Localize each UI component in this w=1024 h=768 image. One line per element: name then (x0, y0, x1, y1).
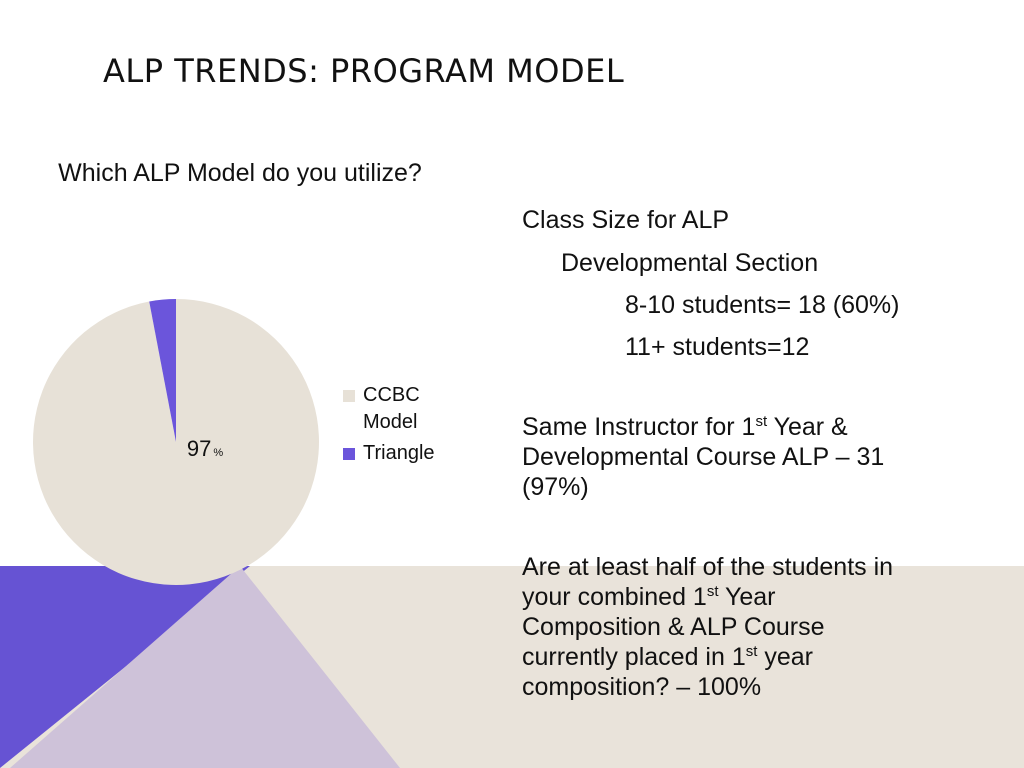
legend-label-ccbc: CCBC Model (363, 384, 420, 433)
slide-title: ALP TRENDS: PROGRAM MODEL (103, 52, 625, 90)
same-instructor-text-b: Year & (767, 413, 848, 441)
half-students-text-2b: Year (718, 583, 776, 611)
legend-label-triangle: Triangle (363, 442, 435, 464)
pie-slice-triangle (149, 299, 176, 442)
half-students-text-4a: currently placed in 1 (522, 643, 746, 671)
legend-item-triangle: Triangle (343, 440, 463, 467)
same-instructor-line-2: Developmental Course ALP – 31 (522, 442, 992, 472)
same-instructor-text-c: Developmental Course ALP (522, 443, 829, 471)
half-students-block: Are at least half of the students in you… (522, 552, 992, 702)
pie-slice-ccbc-model (33, 299, 320, 585)
chart-legend: CCBC Model Triangle (343, 382, 463, 471)
pie-data-label: 97% (187, 436, 223, 461)
legend-swatch-ccbc (343, 390, 355, 402)
same-instructor-sup: st (755, 413, 768, 430)
legend-item-ccbc: CCBC Model (343, 382, 463, 436)
legend-swatch-triangle (343, 448, 355, 460)
half-students-line-1: Are at least half of the students in (522, 553, 894, 581)
half-students-value: – 100% (669, 673, 762, 701)
class-size-line-2: 11+ students=12 (625, 333, 810, 361)
half-students-sup-1: st (706, 583, 719, 600)
half-students-line-3: Composition & ALP Course (522, 613, 825, 641)
half-students-line-5: composition? – 100% (522, 672, 992, 702)
same-instructor-value: – 31 (828, 443, 885, 471)
pie-data-label-unit: % (213, 447, 223, 459)
chart-title: Which ALP Model do you utilize? (58, 159, 422, 187)
same-instructor-block: Same Instructor for 1st Year & Developme… (522, 412, 992, 502)
same-instructor-line-1: Same Instructor for 1st Year & (522, 412, 992, 442)
half-students-sup-2: st (745, 643, 758, 660)
stats-text: Class Size for ALP Developmental Section… (522, 205, 992, 702)
class-size-heading: Class Size for ALP (522, 206, 730, 234)
pie-data-label-value: 97 (187, 436, 211, 461)
same-instructor-text-a: Same Instructor for 1 (522, 413, 756, 441)
class-size-subheading: Developmental Section (561, 249, 819, 277)
half-students-text-4b: year (757, 643, 813, 671)
half-students-text-5: composition? (522, 673, 670, 701)
lavender-triangle (10, 566, 400, 768)
half-students-line-2: your combined 1st Year (522, 582, 992, 612)
same-instructor-line-3: (97%) (522, 473, 589, 501)
half-students-line-4: currently placed in 1st year (522, 642, 992, 672)
class-size-line-1: 8-10 students= 18 (60%) (625, 291, 900, 319)
half-students-text-2a: your combined 1 (522, 583, 707, 611)
